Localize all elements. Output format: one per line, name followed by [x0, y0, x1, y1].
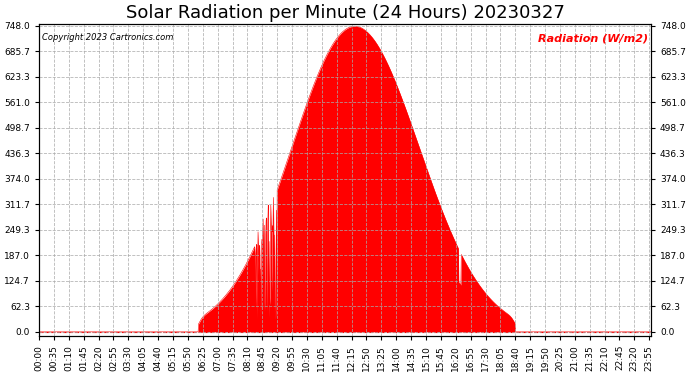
Text: Radiation (W/m2): Radiation (W/m2) — [538, 33, 648, 43]
Title: Solar Radiation per Minute (24 Hours) 20230327: Solar Radiation per Minute (24 Hours) 20… — [126, 4, 564, 22]
Text: Copyright 2023 Cartronics.com: Copyright 2023 Cartronics.com — [42, 33, 173, 42]
